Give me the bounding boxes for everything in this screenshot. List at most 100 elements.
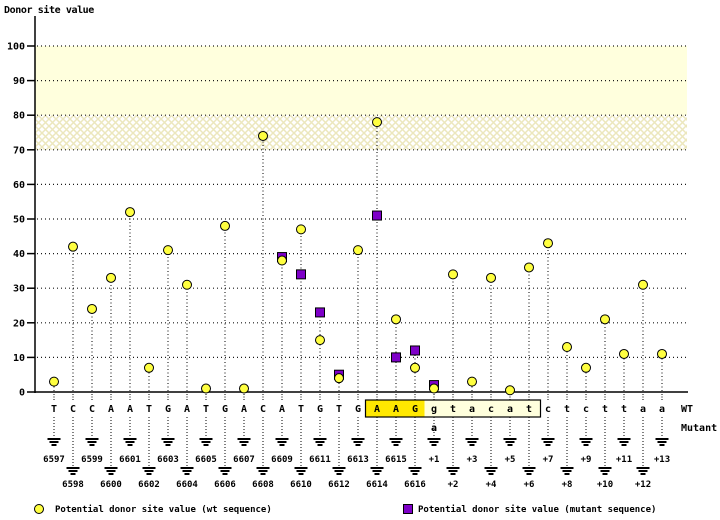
base-letter: A xyxy=(108,404,114,415)
wt-point xyxy=(391,314,401,325)
mutant-row-label: Mutant xyxy=(681,423,717,434)
sequence-columns: T 6597 C 6598 C 6599 A 6600 A 6601 T 6602 G 6603 A 6604… xyxy=(43,394,670,490)
wt-point xyxy=(505,385,515,396)
position-label: 6599 xyxy=(81,455,103,465)
wt-point xyxy=(372,117,382,128)
base-letter: A xyxy=(374,404,380,415)
base-letter: a xyxy=(507,404,513,415)
wt-point xyxy=(429,383,439,394)
position-label: 6597 xyxy=(43,455,65,465)
position-label: +5 xyxy=(505,455,516,465)
exon-highlight xyxy=(365,400,425,417)
y-tick-label: 0 xyxy=(19,388,25,399)
wt-point xyxy=(334,373,344,384)
position-label: 6606 xyxy=(214,480,236,490)
position-label: +8 xyxy=(562,480,573,490)
position-label: 6611 xyxy=(309,455,331,465)
position-label: 6605 xyxy=(195,455,217,465)
base-letter: C xyxy=(89,404,95,415)
position-label: +2 xyxy=(448,480,459,490)
position-label: +13 xyxy=(654,455,670,465)
y-tick-label: 30 xyxy=(13,284,25,295)
base-letter: t xyxy=(564,404,570,415)
wt-point xyxy=(163,245,173,256)
y-tick-label: 80 xyxy=(13,111,25,122)
wt-point xyxy=(220,220,230,231)
position-label: 6609 xyxy=(271,455,293,465)
position-label: 6616 xyxy=(404,480,426,490)
gridlines xyxy=(37,45,687,358)
wt-row-label: WT xyxy=(681,404,693,415)
splice-site-highlight-box xyxy=(364,399,542,418)
wt-point xyxy=(258,130,268,141)
position-label: 6610 xyxy=(290,480,312,490)
y-tick-label: 70 xyxy=(13,145,25,156)
base-letter: C xyxy=(70,404,76,415)
wt-point xyxy=(524,262,534,273)
y-tick-label: 100 xyxy=(7,42,25,53)
position-label: 6602 xyxy=(138,480,160,490)
wt-point xyxy=(182,279,192,290)
wt-point xyxy=(68,241,78,252)
base-letter: t xyxy=(621,404,627,415)
wt-point xyxy=(543,238,553,249)
medium-score-band xyxy=(35,115,687,150)
position-label: +7 xyxy=(543,455,554,465)
mutant-base-letter: a xyxy=(431,423,437,434)
mutant-point xyxy=(391,352,401,363)
wt-point xyxy=(600,314,610,325)
base-letter: A xyxy=(279,404,285,415)
wt-point xyxy=(106,272,116,283)
y-tick-label: 20 xyxy=(13,318,25,329)
base-letter: c xyxy=(488,404,494,415)
base-letter: T xyxy=(51,404,57,415)
mutant-point xyxy=(315,307,325,318)
base-letter: a xyxy=(640,404,646,415)
mutant-point xyxy=(410,345,420,356)
wt-point xyxy=(410,362,420,373)
position-label: 6613 xyxy=(347,455,369,465)
intron-highlight xyxy=(424,400,541,417)
mutant-point xyxy=(296,269,306,280)
wt-point xyxy=(239,383,249,394)
position-label: 6600 xyxy=(100,480,122,490)
position-label: 6612 xyxy=(328,480,350,490)
y-tick-label: 10 xyxy=(13,353,25,364)
y-tick-label: 90 xyxy=(13,76,25,87)
position-label: 6607 xyxy=(233,455,255,465)
position-label: 6614 xyxy=(366,480,388,490)
base-letter: T xyxy=(146,404,152,415)
wt-point xyxy=(296,224,306,235)
base-letter: t xyxy=(526,404,532,415)
base-letter: T xyxy=(203,404,209,415)
base-letter: c xyxy=(583,404,589,415)
wt-point xyxy=(144,362,154,373)
base-letter: G xyxy=(355,404,361,415)
position-label: 6603 xyxy=(157,455,179,465)
wt-point xyxy=(201,383,211,394)
position-label: +4 xyxy=(486,480,497,490)
wt-point xyxy=(87,303,97,314)
position-label: 6601 xyxy=(119,455,141,465)
position-label: +3 xyxy=(467,455,478,465)
position-label: 6615 xyxy=(385,455,407,465)
wt-point xyxy=(562,342,572,353)
base-letter: c xyxy=(545,404,551,415)
wt-point xyxy=(448,269,458,280)
position-label: 6598 xyxy=(62,480,84,490)
position-label: 6604 xyxy=(176,480,198,490)
legend: Potential donor site value (wt sequence)… xyxy=(34,504,656,515)
y-tick-label: 50 xyxy=(13,215,25,226)
y-tick-label: 60 xyxy=(13,180,25,191)
wt-point xyxy=(277,255,287,266)
wt-point xyxy=(581,362,591,373)
base-letter: g xyxy=(431,404,437,415)
base-letter: t xyxy=(450,404,456,415)
base-letter: t xyxy=(602,404,608,415)
position-label: +11 xyxy=(616,455,632,465)
legend-mutant-label: Potential donor site value (mutant seque… xyxy=(418,504,656,515)
base-letter: A xyxy=(393,404,399,415)
wt-point xyxy=(467,376,477,387)
y-axis-ticks: 0 10 20 30 40 50 60 70 80 90 100 xyxy=(7,42,35,399)
legend-wt-label: Potential donor site value (wt sequence) xyxy=(55,504,272,515)
